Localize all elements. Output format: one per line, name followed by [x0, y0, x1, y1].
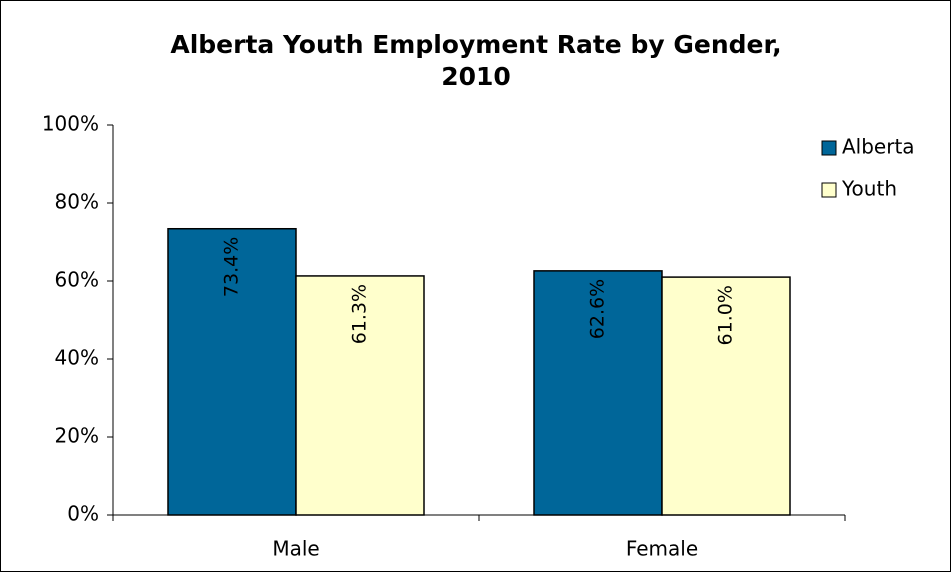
- y-tick-label: 0%: [67, 502, 99, 526]
- legend-swatch: [821, 182, 837, 198]
- y-tick-label: 20%: [55, 424, 99, 448]
- chart-title: 2010: [441, 62, 511, 91]
- x-tick-label: Male: [272, 537, 319, 561]
- chart-title: Alberta Youth Employment Rate by Gender,: [170, 30, 781, 59]
- y-tick-label: 60%: [55, 268, 99, 292]
- data-label: 61.3%: [349, 284, 371, 344]
- bar: [295, 275, 425, 516]
- y-tick-label: 80%: [55, 190, 99, 214]
- legend-swatch: [821, 140, 837, 156]
- legend-label: Youth: [841, 177, 897, 201]
- y-tick-label: 100%: [42, 112, 99, 136]
- bar: [661, 276, 791, 516]
- legend-label: Alberta: [842, 135, 915, 159]
- bar: [533, 270, 663, 516]
- bar: [167, 227, 297, 516]
- data-label: 62.6%: [587, 279, 609, 339]
- data-label: 61.0%: [715, 285, 737, 345]
- x-tick-label: Female: [626, 537, 698, 561]
- data-label: 73.4%: [221, 237, 243, 297]
- y-tick-label: 40%: [55, 346, 99, 370]
